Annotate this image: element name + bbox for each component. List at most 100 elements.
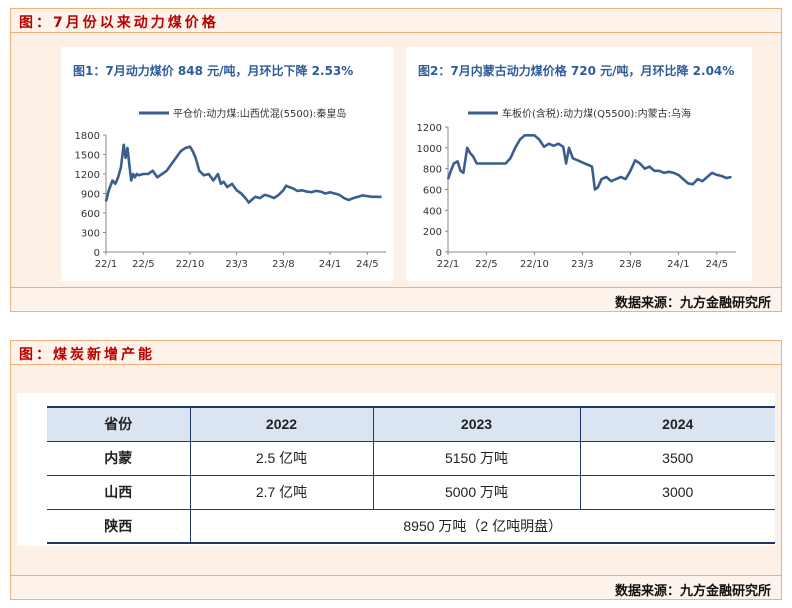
cell-2022: 2.7 亿吨 <box>189 475 373 510</box>
capacity-table: 省份 2022 2023 2024 内蒙 2.5 亿吨 5150 万吨 3500… <box>47 406 775 544</box>
data-point <box>730 176 732 178</box>
y-tick-label: 600 <box>423 186 442 197</box>
data-point <box>500 162 502 165</box>
panel-title-bar: 图：7月份以来动力煤价格 <box>11 9 781 33</box>
data-point <box>380 196 382 198</box>
data-point <box>128 163 130 165</box>
data-point <box>282 189 284 191</box>
data-point <box>591 166 593 168</box>
data-point <box>548 143 550 145</box>
x-tick-label: 24/5 <box>356 259 378 270</box>
data-point <box>111 179 114 182</box>
data-point <box>142 173 144 175</box>
y-tick-label: 300 <box>81 229 100 240</box>
x-tick-label: 24/1 <box>319 259 341 270</box>
table-header-row: 省份 2022 2023 2024 <box>47 407 775 441</box>
data-point <box>466 147 468 149</box>
capacity-table-wrap: 省份 2022 2023 2024 内蒙 2.5 亿吨 5150 万吨 3500… <box>17 393 775 546</box>
data-point <box>634 159 636 161</box>
source-bar: 数据来源：九方金融研究所 <box>11 287 781 311</box>
data-point <box>366 195 368 197</box>
data-point <box>123 144 125 146</box>
data-point <box>292 187 294 189</box>
x-tick-label: 22/5 <box>475 259 497 270</box>
data-point <box>577 159 579 161</box>
data-point <box>594 188 596 191</box>
data-point <box>462 172 464 174</box>
data-point <box>457 160 459 162</box>
data-point <box>620 176 622 178</box>
data-point <box>288 186 290 188</box>
data-point <box>524 134 526 136</box>
data-point <box>223 181 225 183</box>
data-point <box>357 196 359 198</box>
data-point <box>192 150 194 152</box>
cell-2023: 5150 万吨 <box>372 441 580 476</box>
data-point <box>697 178 699 180</box>
x-tick-label: 23/3 <box>225 259 247 270</box>
y-tick-label: 200 <box>423 227 442 238</box>
data-point <box>254 196 256 198</box>
table-row: 山西 2.7 亿吨 5000 万吨 3000 <box>47 475 775 510</box>
x-tick-label: 22/10 <box>176 259 205 270</box>
chart-title: 图1：7月动力煤价 848 元/吨，月环比下降 2.53% <box>73 63 353 78</box>
data-point <box>572 157 574 159</box>
data-point <box>663 172 665 174</box>
data-point <box>543 146 545 148</box>
y-tick-label: 600 <box>81 209 100 220</box>
x-tick-label: 24/1 <box>667 259 689 270</box>
data-point <box>644 168 646 170</box>
data-point <box>259 197 261 199</box>
data-point <box>597 186 599 188</box>
data-point <box>217 173 219 175</box>
y-tick-label: 800 <box>423 165 442 176</box>
data-point <box>472 155 474 157</box>
data-point <box>236 189 238 191</box>
source-text: 数据来源：九方金融研究所 <box>614 584 771 599</box>
data-point <box>338 194 340 196</box>
data-point <box>180 150 182 152</box>
data-point <box>495 162 497 165</box>
data-point <box>189 146 191 148</box>
data-point <box>198 170 200 172</box>
data-point <box>459 170 462 172</box>
data-point <box>658 170 660 172</box>
data-point <box>485 162 487 165</box>
data-point <box>126 147 129 149</box>
data-point <box>505 162 507 165</box>
data-point <box>301 189 303 191</box>
data-point <box>114 183 116 185</box>
data-point <box>120 166 122 169</box>
data-point <box>565 162 567 165</box>
data-point <box>682 178 684 180</box>
data-point <box>509 157 511 159</box>
data-point <box>562 146 564 148</box>
data-point <box>673 172 675 174</box>
data-point <box>231 183 233 185</box>
legend-label: 平仓价:动力煤:山西优混(5500):秦皇岛 <box>173 107 346 120</box>
data-point <box>320 191 322 193</box>
cell-2022: 2.5 亿吨 <box>189 441 373 476</box>
data-point <box>625 178 627 180</box>
table-row: 陕西 8950 万吨（2 亿吨明盘） <box>47 509 775 544</box>
data-point <box>653 170 655 172</box>
data-point <box>533 134 535 136</box>
series-line <box>104 143 382 204</box>
shanxi-coal-price-chart: 图1：7月动力煤价 848 元/吨，月环比下降 2.53% 平仓价:动力煤:山西优… <box>61 47 393 281</box>
y-tick-label: 1800 <box>75 131 100 142</box>
panel-title: 图：7月份以来动力煤价格 <box>19 15 219 31</box>
data-point <box>687 182 689 184</box>
data-point <box>716 174 718 176</box>
table-row: 内蒙 2.5 亿吨 5150 万吨 3500 <box>47 441 775 476</box>
cell-2023: 5000 万吨 <box>372 475 580 510</box>
x-tick-label: 22/5 <box>132 259 154 270</box>
data-point <box>138 174 140 176</box>
panel-title: 图：煤炭新增产能 <box>19 347 155 363</box>
data-point <box>226 186 228 188</box>
data-point <box>329 191 331 193</box>
data-point <box>245 198 247 200</box>
data-point <box>553 145 555 147</box>
header-2022: 2022 <box>189 407 373 441</box>
source-text: 数据来源：九方金融研究所 <box>614 296 771 311</box>
legend-label: 车板价(含税):动力煤(Q5500):内蒙古:乌海 <box>502 107 691 120</box>
